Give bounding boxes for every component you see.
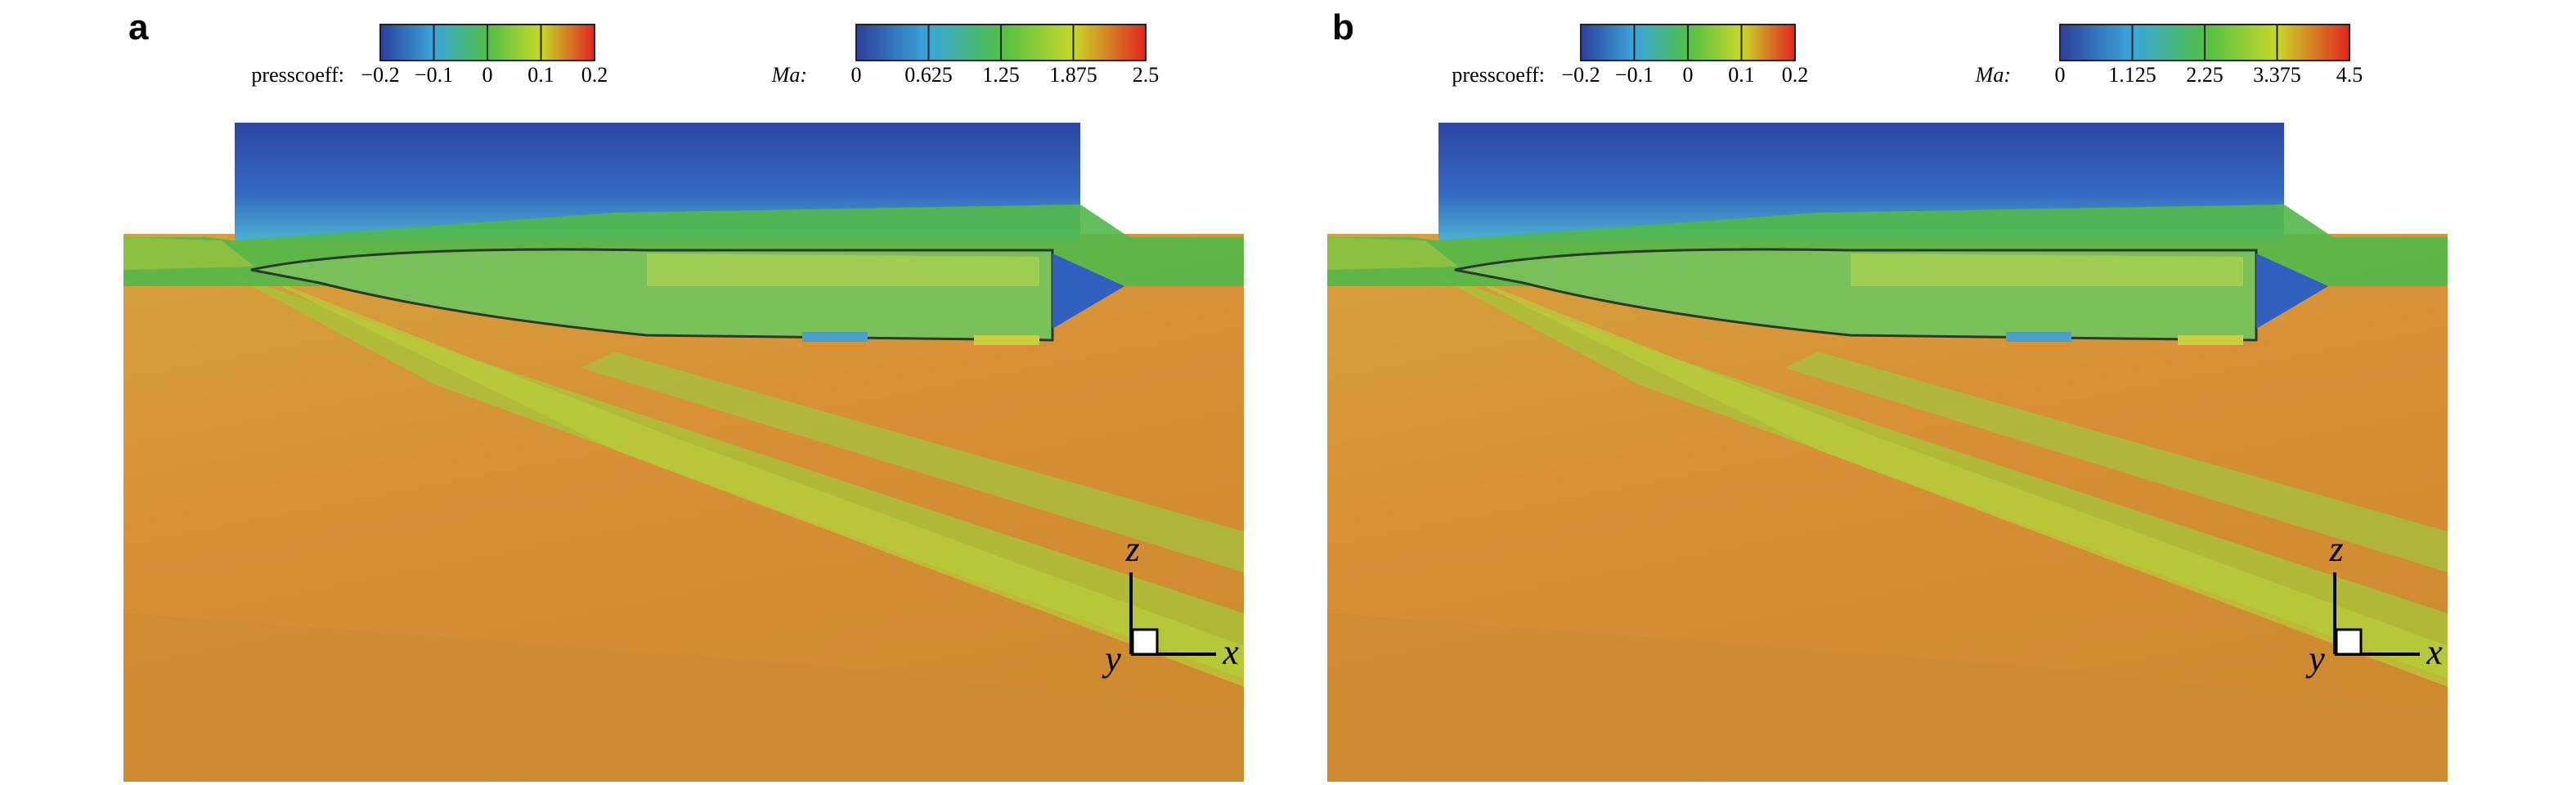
colorbar-tick-label: 0.1 bbox=[1728, 63, 1755, 87]
flow-field bbox=[122, 121, 1245, 783]
colorbar-title: Ma: bbox=[1975, 63, 2011, 87]
colorbar-tick-label: 2.5 bbox=[1133, 63, 1160, 87]
colorbar-title: Ma: bbox=[771, 63, 807, 87]
colorbar-tick-label: 0.625 bbox=[904, 63, 953, 87]
colorbar-tick-label: 0 bbox=[1683, 63, 1694, 87]
colorbar-tick-label: 1.875 bbox=[1049, 63, 1097, 87]
axis-y-box bbox=[1131, 628, 1159, 656]
axis-y-label: y bbox=[1102, 639, 1121, 679]
colorbar-tick-label: 1.125 bbox=[2108, 63, 2156, 87]
panel-label: b bbox=[1332, 7, 1354, 47]
panel: a presscoeff: −0.2 −0.1 0 0.1 0.2 Ma: 0 0.625 1.25… bbox=[122, 7, 1245, 783]
axis-x-label: x bbox=[2426, 632, 2443, 672]
flow-field bbox=[1326, 121, 2449, 783]
colorbar-tick-label: 0.2 bbox=[581, 63, 608, 87]
colorbar-tick-label: 4.5 bbox=[2336, 63, 2363, 87]
colorbar-tick-label: 2.25 bbox=[2186, 63, 2224, 87]
colorbar-tick-label: 0 bbox=[482, 63, 493, 87]
colorbar-tick-label: 3.375 bbox=[2253, 63, 2301, 87]
axis-z-label: z bbox=[2328, 529, 2343, 569]
axis-y-box bbox=[2335, 628, 2363, 656]
colorbar-tick-label: −0.1 bbox=[1615, 63, 1654, 87]
colorbar-tick-label: 1.25 bbox=[982, 63, 1020, 87]
panel: b presscoeff: −0.2 −0.1 0 0.1 0.2 Ma: 0 1.125 2.25… bbox=[1326, 7, 2449, 783]
colorbar-tick-label: 0.1 bbox=[527, 63, 554, 87]
axis-z-label: z bbox=[1124, 529, 1139, 569]
colorbar-tick-label: 0 bbox=[851, 63, 862, 87]
axis-x-label: x bbox=[1222, 632, 1239, 672]
panel-label: a bbox=[128, 7, 149, 47]
colorbar-title: presscoeff: bbox=[1452, 63, 1545, 87]
colorbar-tick-label: −0.2 bbox=[361, 63, 399, 87]
colorbar-tick-label: 0 bbox=[2055, 63, 2066, 87]
colorbar-tick-label: −0.2 bbox=[1561, 63, 1600, 87]
colorbar-tick-label: 0.2 bbox=[1782, 63, 1809, 87]
colorbar-title: presscoeff: bbox=[251, 63, 344, 87]
axis-y-label: y bbox=[2305, 639, 2325, 679]
colorbar-tick-label: −0.1 bbox=[415, 63, 453, 87]
